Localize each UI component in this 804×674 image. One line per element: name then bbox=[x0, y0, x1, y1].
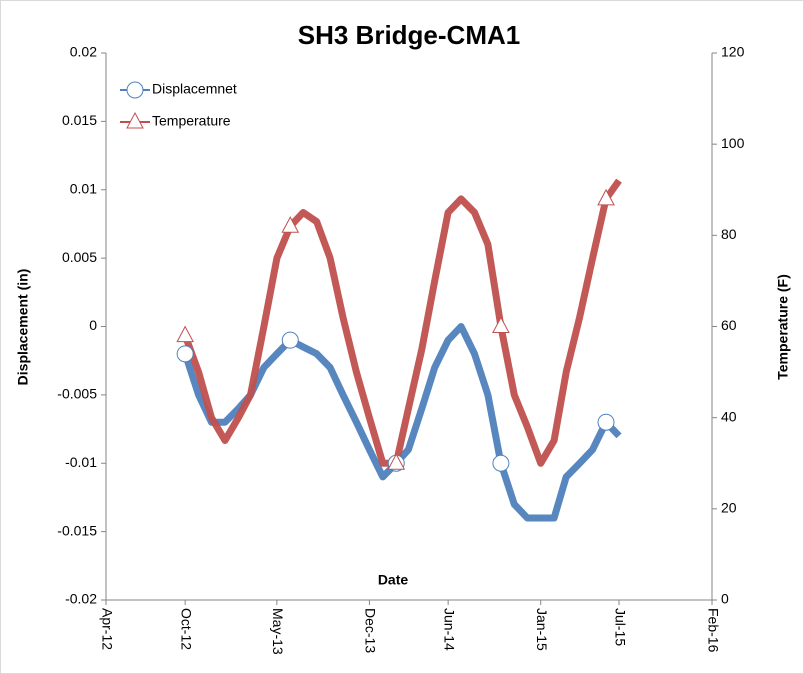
y-tick-label: 0.02 bbox=[70, 44, 97, 60]
y2-tick-label: 100 bbox=[721, 135, 745, 151]
y2-tick-label: 0 bbox=[721, 591, 729, 607]
x-tick-label: Dec-13 bbox=[363, 608, 379, 653]
y2-tick-label: 60 bbox=[721, 317, 737, 333]
y-tick-label: 0 bbox=[89, 317, 97, 333]
legend-marker bbox=[126, 81, 144, 99]
point-marker bbox=[281, 216, 300, 233]
series-line bbox=[181, 178, 622, 467]
point-marker bbox=[176, 345, 194, 363]
x-tick-label: Feb-16 bbox=[705, 608, 721, 653]
y-tick-label: 0.005 bbox=[62, 249, 97, 265]
legend-label: Displacemnet bbox=[152, 81, 237, 97]
y-tick-label: -0.005 bbox=[57, 386, 97, 402]
point-marker bbox=[597, 188, 615, 206]
y-tick-label: -0.01 bbox=[65, 454, 97, 470]
y2-tick-label: 20 bbox=[721, 500, 737, 516]
x-tick-label: May-13 bbox=[270, 608, 286, 655]
chart-title: SH3 Bridge-CMA1 bbox=[298, 20, 520, 50]
legend-label: Temperature bbox=[152, 113, 231, 129]
x-tick-label: Apr-12 bbox=[99, 608, 115, 650]
x-tick-label: Jan-15 bbox=[534, 608, 550, 651]
point-marker bbox=[387, 453, 406, 470]
y-tick-label: -0.015 bbox=[57, 522, 97, 538]
legend: Displacemnet Temperature bbox=[120, 81, 237, 129]
x-tick-label: Jul-15 bbox=[612, 608, 628, 646]
point-marker bbox=[281, 331, 299, 349]
point-marker bbox=[492, 454, 510, 472]
y2-tick-label: 120 bbox=[721, 44, 745, 60]
y2-tick-label: 40 bbox=[721, 408, 737, 424]
legend-marker bbox=[126, 111, 144, 129]
x-tick-label: Oct-12 bbox=[178, 608, 194, 650]
y-tick-label: 0.01 bbox=[70, 180, 97, 196]
y-axis-label: Displacement (in) bbox=[15, 269, 31, 386]
x-axis-label: Date bbox=[378, 572, 409, 588]
x-tick-label: Jun-14 bbox=[441, 608, 457, 651]
point-marker bbox=[176, 325, 194, 343]
y2-tick-label: 80 bbox=[721, 226, 737, 242]
y2-axis-label: Temperature (F) bbox=[775, 274, 791, 380]
series-line bbox=[181, 323, 622, 522]
point-marker bbox=[492, 316, 510, 333]
y-tick-label: -0.02 bbox=[65, 591, 97, 607]
y-tick-label: 0.015 bbox=[62, 112, 97, 128]
point-marker bbox=[597, 413, 615, 431]
